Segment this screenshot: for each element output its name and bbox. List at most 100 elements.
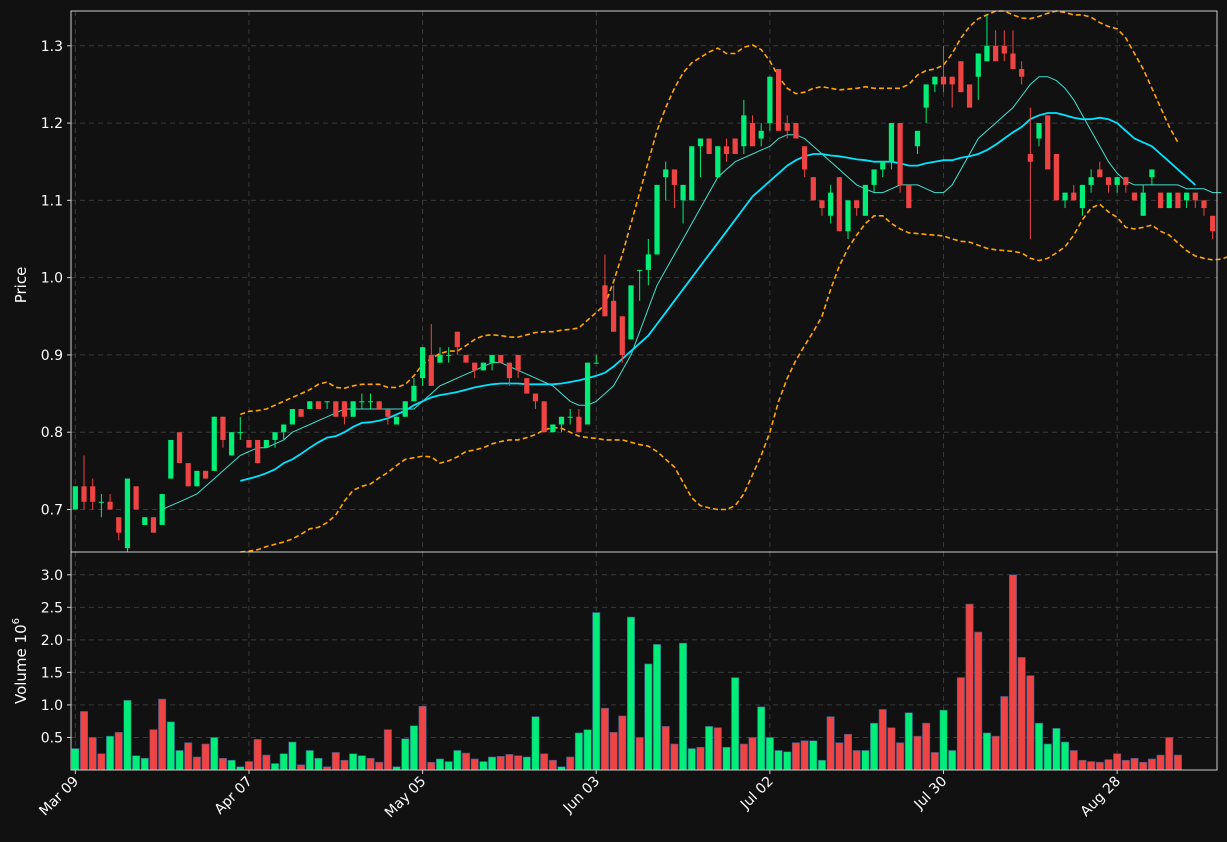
candle-body xyxy=(133,486,139,510)
candle-body xyxy=(966,84,973,108)
candle-body xyxy=(958,61,964,93)
volume-bar xyxy=(644,663,653,771)
volume-bar xyxy=(1035,722,1044,771)
candle-body xyxy=(90,486,96,502)
volume-bar xyxy=(1061,741,1070,771)
candle-body xyxy=(993,45,999,62)
volume-bar xyxy=(418,705,427,771)
candle-body xyxy=(1053,153,1059,201)
candle-body xyxy=(949,76,955,85)
volume-bar xyxy=(896,742,905,771)
volume-bar xyxy=(1078,759,1087,771)
candle-body xyxy=(255,439,261,464)
volume-bar xyxy=(132,755,141,771)
volume-bar xyxy=(626,616,635,771)
volume-bar xyxy=(297,764,306,771)
candle-body xyxy=(72,486,78,510)
price-y-ticks: 0.7 0.8 0.9 1.0 1.1 1.2 1.3 xyxy=(41,39,71,518)
volume-bar xyxy=(783,751,792,771)
candle-body xyxy=(402,401,408,417)
candle-body xyxy=(975,53,981,77)
candle-body xyxy=(159,494,165,525)
volume-bar xyxy=(713,727,722,771)
volume-bar xyxy=(722,746,731,771)
volume-bar xyxy=(470,758,479,771)
volume-bar xyxy=(1165,737,1174,771)
volume-bar xyxy=(861,750,870,771)
candle-body xyxy=(732,138,738,154)
volume-bar xyxy=(444,761,453,771)
volume-bar xyxy=(583,729,592,771)
volume-bar xyxy=(271,763,280,771)
candle-body xyxy=(307,401,313,410)
candle-body xyxy=(168,439,174,479)
candle-body xyxy=(784,123,790,131)
volume-bar xyxy=(1069,750,1078,771)
volume-axis-label: Volume 106 xyxy=(11,618,30,704)
candle-body xyxy=(185,463,191,487)
volume-axis-label-text: Volume 10 xyxy=(12,624,30,704)
candle-body xyxy=(98,501,104,503)
candle-body xyxy=(1157,192,1164,209)
volume-bar xyxy=(479,761,488,771)
candle-body xyxy=(211,416,217,471)
candle-body xyxy=(411,385,417,402)
volume-bar xyxy=(505,754,514,771)
volume-bar xyxy=(922,722,931,771)
candle-body xyxy=(558,416,565,425)
volume-bar xyxy=(870,722,879,771)
volume-tick-label: 0.5 xyxy=(41,730,63,746)
candle-body xyxy=(350,401,356,417)
candle-body xyxy=(1123,177,1129,185)
volume-bar xyxy=(409,725,418,771)
volume-bar xyxy=(1104,759,1113,771)
candle-body xyxy=(767,76,773,124)
candle-body xyxy=(645,254,651,270)
volume-bars xyxy=(71,574,1182,771)
volume-bar xyxy=(1113,753,1122,771)
candle-body xyxy=(888,123,895,162)
candle-body xyxy=(472,362,478,371)
candle-body xyxy=(1149,169,1155,178)
candle-body xyxy=(333,401,339,417)
volume-bar xyxy=(1052,728,1061,771)
candle-body xyxy=(176,432,183,464)
volume-bar xyxy=(1139,761,1148,771)
volume-bar xyxy=(739,743,748,771)
volume-bar xyxy=(262,754,271,771)
volume-tick-label: 2.0 xyxy=(41,633,63,649)
candle-body xyxy=(446,354,452,356)
candlesticks xyxy=(72,14,1216,552)
volume-bar xyxy=(149,729,158,771)
volume-bar xyxy=(88,737,97,771)
volume-bar xyxy=(566,756,575,771)
volume-bar xyxy=(809,740,818,771)
candle-body xyxy=(723,146,730,154)
volume-bar xyxy=(244,761,253,771)
candle-body xyxy=(611,300,617,332)
price-tick-label: 0.7 xyxy=(41,502,63,518)
volume-bar xyxy=(1087,761,1096,771)
candle-body xyxy=(428,354,434,386)
candle-body xyxy=(654,184,660,255)
candle-body xyxy=(550,424,556,433)
candle-body xyxy=(289,409,295,425)
candle-body xyxy=(281,424,287,433)
bollinger-bands xyxy=(240,10,1227,553)
candle-body xyxy=(237,432,243,434)
volume-bar xyxy=(956,677,965,771)
volume-bar xyxy=(114,731,123,771)
candle-body xyxy=(862,184,868,216)
volume-bar xyxy=(592,612,601,771)
candle-body xyxy=(836,177,842,232)
candle-body xyxy=(906,184,912,209)
candle-body xyxy=(1201,200,1207,209)
volume-bar xyxy=(705,726,714,771)
candle-body xyxy=(741,115,747,147)
lower-band-line xyxy=(240,203,1227,553)
volume-bar xyxy=(123,700,132,771)
candle-body xyxy=(1001,45,1007,54)
candle-body xyxy=(1114,177,1120,185)
price-axis-label: Price xyxy=(12,267,30,304)
volume-bar xyxy=(757,706,766,771)
